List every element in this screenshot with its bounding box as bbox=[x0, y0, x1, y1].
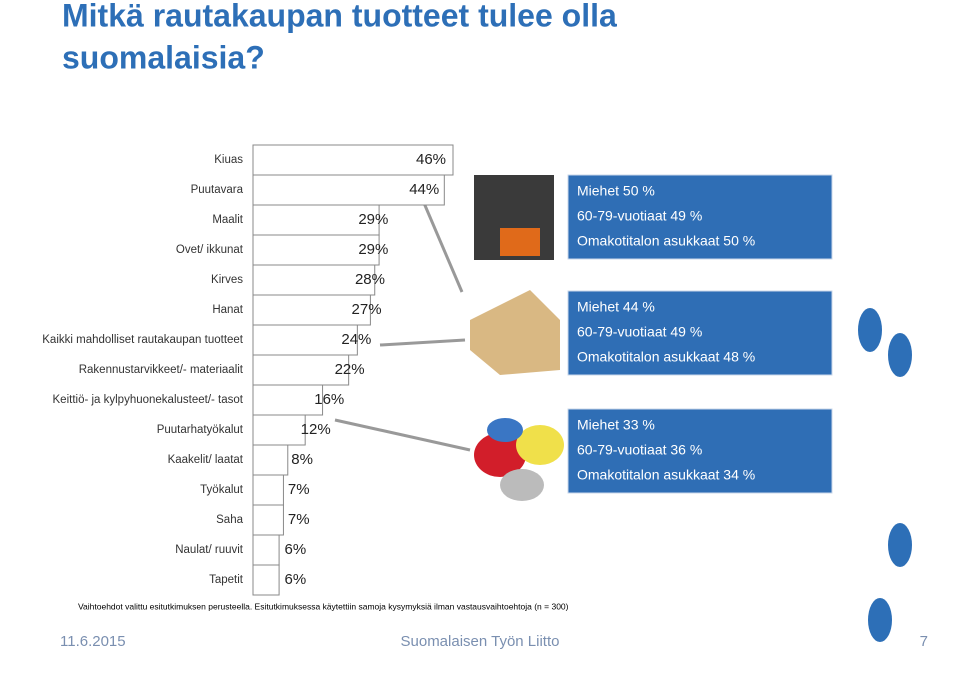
footer-organization: Suomalaisen Työn Liitto bbox=[401, 633, 560, 650]
callout-text: Miehet 44 % bbox=[577, 299, 655, 315]
paint-can bbox=[474, 433, 526, 477]
callout-box bbox=[567, 408, 833, 494]
category-label: Naulat/ ruuvit bbox=[175, 544, 244, 556]
stove-fire bbox=[500, 228, 540, 256]
category-label: Puutavara bbox=[191, 184, 244, 196]
bar bbox=[252, 144, 454, 176]
footprints bbox=[858, 308, 912, 642]
category-label: Kaakelit/ laatat bbox=[168, 454, 244, 466]
category-label: Työkalut bbox=[200, 484, 244, 496]
bar bbox=[252, 354, 350, 386]
category-label: Kiuas bbox=[214, 154, 243, 166]
value-label: 16% bbox=[314, 391, 344, 408]
slide-title: suomalaisia? bbox=[62, 39, 265, 75]
category-label: Hanat bbox=[212, 304, 243, 316]
callout-text: Miehet 33 % bbox=[577, 417, 655, 433]
footprint bbox=[888, 333, 912, 377]
callout-text: Omakotitalon asukkaat 50 % bbox=[577, 233, 755, 249]
paint-can bbox=[487, 418, 523, 442]
callout-text: Omakotitalon asukkaat 48 % bbox=[577, 349, 755, 365]
callout-text: 60-79-vuotiaat 36 % bbox=[577, 442, 702, 458]
bar bbox=[252, 264, 376, 296]
category-label: Rakennustarvikkeet/- materiaalit bbox=[79, 364, 244, 376]
footer-date: 11.6.2015 bbox=[60, 633, 126, 650]
value-label: 22% bbox=[335, 361, 365, 378]
value-label: 12% bbox=[301, 421, 331, 438]
value-label: 44% bbox=[409, 181, 439, 198]
bar bbox=[252, 384, 324, 416]
callout-text: 60-79-vuotiaat 49 % bbox=[577, 208, 702, 224]
bar bbox=[252, 204, 380, 236]
callout-text: Omakotitalon asukkaat 34 % bbox=[577, 467, 755, 483]
callout-text: 60-79-vuotiaat 49 % bbox=[577, 324, 702, 340]
footprint bbox=[858, 308, 882, 352]
value-label: 29% bbox=[358, 211, 388, 228]
category-label: Ovet/ ikkunat bbox=[176, 244, 244, 256]
callout-box bbox=[567, 174, 833, 260]
images bbox=[470, 175, 564, 501]
value-label: 27% bbox=[352, 301, 382, 318]
page-number: 7 bbox=[920, 633, 928, 650]
category-label: Keittiö- ja kylpyhuonekalusteet/- tasot bbox=[53, 394, 244, 406]
category-label: Kaikki mahdolliset rautakaupan tuotteet bbox=[42, 334, 244, 346]
value-label: 7% bbox=[288, 481, 310, 498]
category-label: Tapetit bbox=[209, 574, 244, 586]
category-label: Maalit bbox=[212, 214, 243, 226]
bar bbox=[252, 414, 306, 446]
value-label: 6% bbox=[285, 571, 307, 588]
value-label: 46% bbox=[416, 151, 446, 168]
value-label: 28% bbox=[355, 271, 385, 288]
wood-image bbox=[470, 290, 560, 375]
bar bbox=[252, 534, 280, 566]
bar bbox=[252, 174, 445, 206]
bar bbox=[252, 564, 280, 596]
footprint bbox=[888, 523, 912, 567]
arrow bbox=[379, 338, 466, 347]
paint-can bbox=[500, 469, 544, 501]
value-label: 8% bbox=[291, 451, 313, 468]
category-label: Puutarhatyökalut bbox=[157, 424, 244, 436]
footprint bbox=[868, 598, 892, 642]
bar bbox=[252, 474, 284, 506]
callout-box bbox=[567, 290, 833, 376]
value-label: 29% bbox=[358, 241, 388, 258]
slide-title: Mitkä rautakaupan tuotteet tulee olla bbox=[62, 0, 617, 33]
value-label: 24% bbox=[341, 331, 371, 348]
paint-can bbox=[516, 425, 564, 465]
bar bbox=[252, 444, 289, 476]
arrow bbox=[334, 418, 471, 452]
footnote: Vaihtoehdot valittu esitutkimuksen perus… bbox=[78, 601, 569, 611]
value-label: 6% bbox=[285, 541, 307, 558]
bar bbox=[252, 504, 284, 536]
value-label: 7% bbox=[288, 511, 310, 528]
category-label: Saha bbox=[216, 514, 243, 526]
category-label: Kirves bbox=[211, 274, 243, 286]
callout-text: Miehet 50 % bbox=[577, 183, 655, 199]
